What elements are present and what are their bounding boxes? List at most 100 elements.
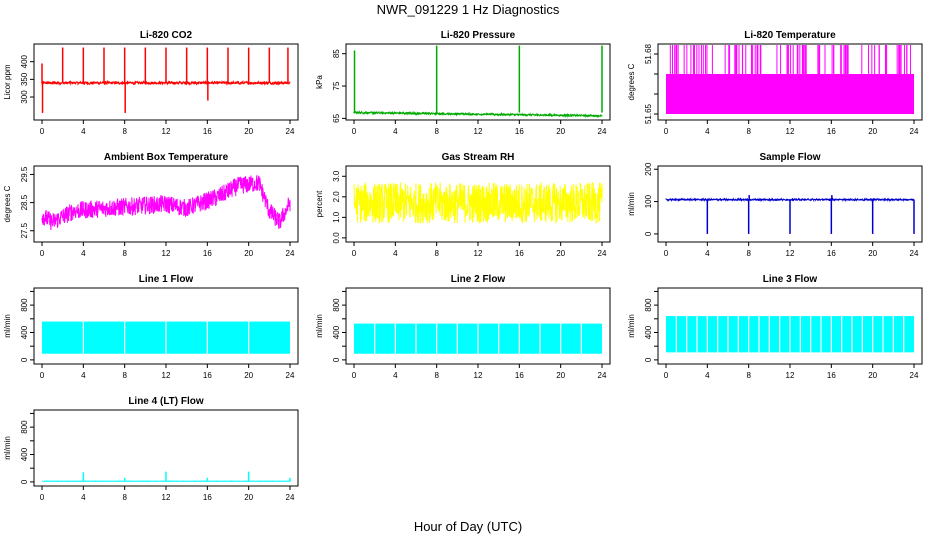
- x-tick-label: 0: [664, 127, 669, 136]
- y-axis-label: degrees C: [627, 63, 636, 100]
- x-tick-label: 16: [203, 249, 212, 258]
- series-group: [354, 46, 602, 117]
- x-tick-label: 4: [705, 127, 710, 136]
- x-tick-label: 4: [393, 249, 398, 258]
- y-axis-label: kPa: [315, 75, 324, 89]
- panel-title: Li-820 CO2: [140, 30, 193, 41]
- x-tick-label: 16: [827, 371, 836, 380]
- panel-title: Li-820 Pressure: [441, 30, 516, 41]
- x-tick-label: 8: [122, 371, 127, 380]
- x-tick-label: 4: [81, 371, 86, 380]
- x-tick-label: 12: [786, 127, 795, 136]
- x-tick-label: 20: [868, 127, 877, 136]
- x-tick-label: 20: [868, 371, 877, 380]
- x-tick-label: 16: [203, 493, 212, 502]
- x-tick-label: 0: [40, 493, 45, 502]
- y-axis-label: Licor ppm: [3, 64, 12, 99]
- y-tick-label: 400: [20, 447, 29, 461]
- x-tick-label: 24: [286, 127, 295, 136]
- x-tick-label: 0: [664, 371, 669, 380]
- x-tick-label: 4: [81, 249, 86, 258]
- x-tick-label: 4: [393, 371, 398, 380]
- y-tick-label: 400: [332, 325, 341, 339]
- x-tick-label: 24: [910, 371, 919, 380]
- figure-title: NWR_091229 1 Hz Diagnostics: [377, 2, 560, 17]
- y-axis-label: percent: [315, 190, 324, 217]
- x-tick-label: 4: [81, 127, 86, 136]
- y-tick-label: 800: [20, 298, 29, 312]
- y-axis-label: degrees C: [3, 185, 12, 222]
- x-tick-label: 8: [122, 493, 127, 502]
- y-tick-label: 85: [332, 49, 341, 58]
- series-line: [42, 175, 290, 230]
- panel-title: Line 2 Flow: [451, 274, 506, 285]
- y-tick-label: 75: [332, 81, 341, 90]
- x-tick-label: 0: [352, 371, 357, 380]
- y-tick-label: 400: [644, 325, 653, 339]
- y-axis-label: ml/min: [315, 314, 324, 338]
- x-tick-label: 24: [910, 249, 919, 258]
- series-group: [666, 195, 914, 234]
- y-tick-label: 29.5: [20, 166, 29, 182]
- x-tick-label: 24: [286, 493, 295, 502]
- panel-title: Line 4 (LT) Flow: [128, 396, 204, 407]
- figure-xlabel: Hour of Day (UTC): [414, 519, 522, 534]
- x-tick-label: 12: [786, 249, 795, 258]
- series-group: [354, 323, 602, 355]
- y-axis-label: ml/min: [627, 314, 636, 338]
- series-group: [42, 472, 290, 482]
- y-tick-label: 100: [644, 194, 653, 208]
- series-group: [666, 45, 914, 114]
- y-tick-label: 800: [20, 420, 29, 434]
- x-tick-label: 4: [705, 371, 710, 380]
- x-tick-label: 24: [598, 249, 607, 258]
- x-tick-label: 12: [474, 371, 483, 380]
- panel-title: Ambient Box Temperature: [104, 152, 229, 163]
- y-tick-label: 0: [332, 357, 341, 362]
- x-tick-label: 8: [746, 371, 751, 380]
- x-tick-label: 16: [827, 249, 836, 258]
- x-tick-label: 0: [40, 249, 45, 258]
- series-band: [666, 74, 914, 114]
- panel-title: Line 1 Flow: [139, 274, 194, 285]
- x-tick-label: 4: [393, 127, 398, 136]
- x-tick-label: 12: [474, 249, 483, 258]
- x-tick-label: 12: [162, 249, 171, 258]
- series-group: [42, 48, 290, 113]
- x-tick-label: 24: [598, 371, 607, 380]
- x-tick-label: 24: [910, 127, 919, 136]
- y-tick-label: 27.5: [20, 222, 29, 238]
- y-tick-label: 300: [20, 90, 29, 104]
- x-tick-label: 0: [40, 127, 45, 136]
- x-tick-label: 12: [162, 493, 171, 502]
- y-tick-label: 65: [332, 113, 341, 122]
- panel-title: Line 3 Flow: [763, 274, 818, 285]
- x-tick-label: 24: [286, 249, 295, 258]
- x-tick-label: 4: [81, 493, 86, 502]
- x-tick-label: 8: [122, 127, 127, 136]
- y-tick-label: 0.0: [332, 232, 341, 244]
- series-group: [42, 175, 290, 230]
- y-tick-label: 400: [20, 54, 29, 68]
- x-tick-label: 24: [286, 371, 295, 380]
- y-tick-label: 200: [644, 162, 653, 176]
- y-axis-label: ml/min: [627, 192, 636, 216]
- series-group: [42, 321, 290, 355]
- y-tick-label: 2.0: [332, 191, 341, 203]
- x-tick-label: 16: [203, 127, 212, 136]
- panel-title: Li-820 Temperature: [744, 30, 836, 41]
- x-tick-label: 0: [352, 127, 357, 136]
- x-tick-label: 24: [598, 127, 607, 136]
- x-tick-label: 16: [203, 371, 212, 380]
- x-tick-label: 20: [868, 249, 877, 258]
- plot-frame: [346, 44, 610, 120]
- x-tick-label: 4: [705, 249, 710, 258]
- y-axis-label: ml/min: [3, 436, 12, 460]
- y-tick-label: 350: [20, 72, 29, 86]
